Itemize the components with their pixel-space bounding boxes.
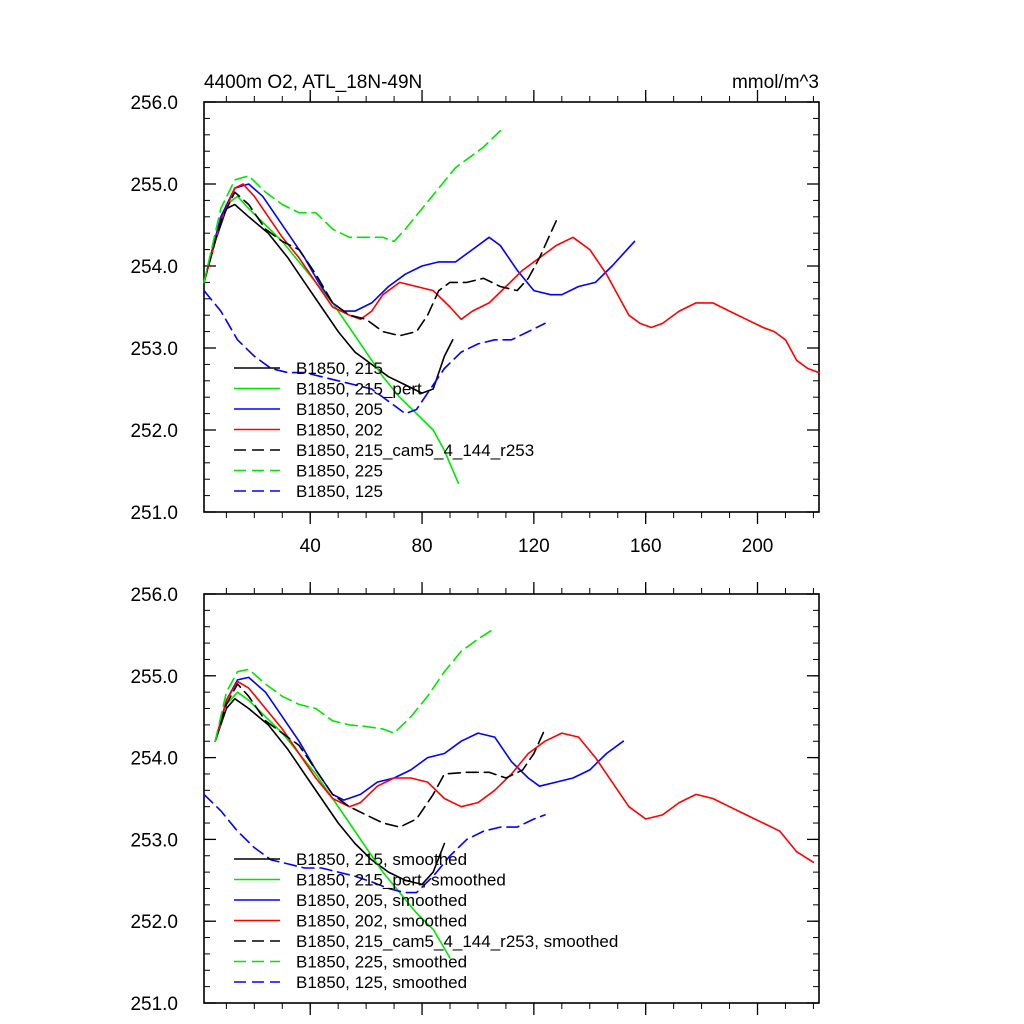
- series-line-7: [203, 793, 546, 894]
- y-tick-label: 251.0: [130, 994, 178, 1015]
- plot-frame: [203, 101, 820, 513]
- series-line-5: [203, 191, 557, 337]
- y-tick-label: 256.0: [130, 585, 178, 606]
- series-line-4: [203, 183, 820, 374]
- x-tick-label: 40: [300, 536, 321, 557]
- y-tick-label: 255.0: [130, 667, 178, 688]
- series-line-3: [203, 183, 636, 312]
- chart-panel-2: 251.0 252.0 253.0 254.0 255.0 256.0 B1850, 215…: [130, 582, 820, 1015]
- chart-panel-1: 4400m O2, ATL_18N-49N mmol/m^3 251.0 252.0 2…: [130, 72, 820, 557]
- series-line-2: [203, 195, 460, 485]
- legend-label: B1850, 125, smoothed: [296, 973, 467, 992]
- series-line-2: [214, 691, 451, 959]
- legend-label: B1850, 202: [296, 421, 383, 440]
- series-line-6: [203, 129, 502, 284]
- series-line-5: [214, 683, 546, 828]
- series-line-1: [203, 203, 454, 394]
- plot-frame: [203, 593, 820, 1004]
- y-tick-label: 255.0: [130, 175, 178, 196]
- y-tick-label: 254.0: [130, 749, 178, 770]
- x-tick-label: 200: [742, 536, 774, 557]
- legend-label: B1850, 215_cam5_4_144_r253: [296, 441, 534, 460]
- series-line-1: [214, 697, 446, 886]
- series-line-4: [214, 680, 815, 864]
- y-tick-label: 253.0: [130, 339, 178, 360]
- legend-label: B1850, 225, smoothed: [296, 953, 467, 972]
- x-tick-label: 160: [630, 536, 662, 557]
- y-tick-label: 251.0: [130, 503, 178, 524]
- legend-label: B1850, 215_pert: [296, 380, 422, 399]
- legend-label: B1850, 215: [296, 359, 383, 378]
- legend-label: B1850, 205, smoothed: [296, 891, 467, 910]
- legend-label: B1850, 205: [296, 400, 383, 419]
- series-line-6: [214, 627, 496, 742]
- chart-title: 4400m O2, ATL_18N-49N: [204, 72, 422, 93]
- y-tick-label: 252.0: [130, 912, 178, 933]
- units-label: mmol/m^3: [732, 72, 819, 93]
- x-tick-label: 120: [518, 536, 550, 557]
- legend-label: B1850, 202, smoothed: [296, 912, 467, 931]
- y-tick-label: 256.0: [130, 93, 178, 114]
- chart-panels: 4400m O2, ATL_18N-49N mmol/m^3251.0252.02…: [130, 72, 820, 1015]
- legend-label: B1850, 225: [296, 462, 383, 481]
- legend-label: B1850, 215, smoothed: [296, 850, 467, 869]
- series-line-3: [214, 676, 625, 801]
- legend-label: B1850, 215_cam5_4_144_r253, smoothed: [296, 932, 618, 951]
- legend-label: B1850, 125: [296, 482, 383, 501]
- y-tick-label: 252.0: [130, 421, 178, 442]
- y-tick-label: 253.0: [130, 830, 178, 851]
- legend-label: B1850, 215_pert, smoothed: [296, 871, 506, 890]
- x-tick-label: 80: [411, 536, 432, 557]
- series-line-7: [203, 289, 546, 415]
- y-tick-label: 254.0: [130, 257, 178, 278]
